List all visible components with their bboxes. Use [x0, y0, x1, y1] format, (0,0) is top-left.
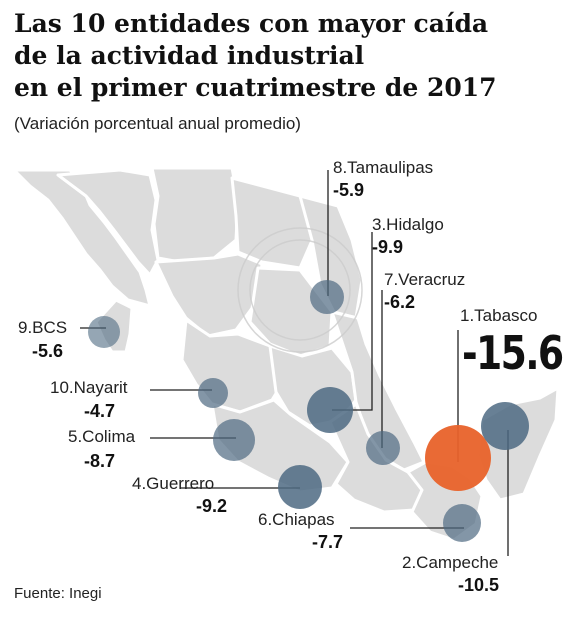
label-guerrero: 4.Guerrero — [132, 474, 215, 493]
label-colima: 5.Colima — [68, 427, 136, 446]
label-veracruz: 7.Veracruz — [384, 270, 466, 289]
title-line-1: Las 10 entidades con mayor caída — [14, 9, 489, 38]
bubble-nayarit — [198, 378, 228, 408]
label-hidalgo: 3.Hidalgo — [372, 215, 444, 234]
sinaloa-durango — [154, 252, 264, 338]
value-bcs: -5.6 — [32, 341, 64, 361]
chihuahua — [150, 166, 240, 264]
bubble-bcs — [88, 316, 120, 348]
bubble-tamaulipas — [310, 280, 344, 314]
value-colima: -8.7 — [84, 451, 116, 471]
value-tamaulipas: -5.9 — [333, 180, 365, 200]
label-tamaulipas: 8.Tamaulipas — [333, 158, 434, 177]
value-campeche: -10.5 — [458, 575, 500, 595]
bubble-guerrero — [278, 465, 322, 509]
mexico-map — [12, 166, 560, 556]
title-line-2: de la actividad industrial — [14, 41, 365, 70]
coahuila — [230, 176, 316, 270]
sonora — [56, 168, 160, 277]
label-campeche: 2.Campeche — [402, 553, 499, 572]
value-veracruz: -6.2 — [384, 292, 416, 312]
bubble-tabasco — [425, 425, 491, 491]
value-guerrero: -9.2 — [196, 496, 228, 516]
value-nayarit: -4.7 — [84, 401, 116, 421]
label-chiapas: 6.Chiapas — [258, 510, 335, 529]
value-chiapas: -7.7 — [312, 532, 344, 552]
label-tabasco: 1.Tabasco — [460, 306, 538, 325]
value-hidalgo: -9.9 — [372, 237, 404, 257]
label-bcs: 9.BCS — [18, 318, 68, 337]
title-line-3: en el primer cuatrimestre de 2017 — [14, 73, 497, 102]
bubble-chiapas — [443, 504, 481, 542]
baja-california-norte — [12, 168, 152, 308]
subtitle: (Variación porcentual anual promedio) — [14, 114, 301, 133]
label-nayarit: 10.Nayarit — [50, 378, 128, 397]
bubble-veracruz — [366, 431, 400, 465]
data-bubbles — [88, 280, 529, 542]
map-title: Las 10 entidades con mayor caída de la a… — [14, 8, 564, 104]
source-note: Fuente: Inegi — [14, 585, 102, 602]
bubble-campeche — [481, 402, 529, 450]
bubble-colima — [213, 419, 255, 461]
bubble-hidalgo — [307, 387, 353, 433]
value-tabasco: -15.6 — [462, 326, 564, 380]
watermark-seal — [237, 227, 363, 353]
